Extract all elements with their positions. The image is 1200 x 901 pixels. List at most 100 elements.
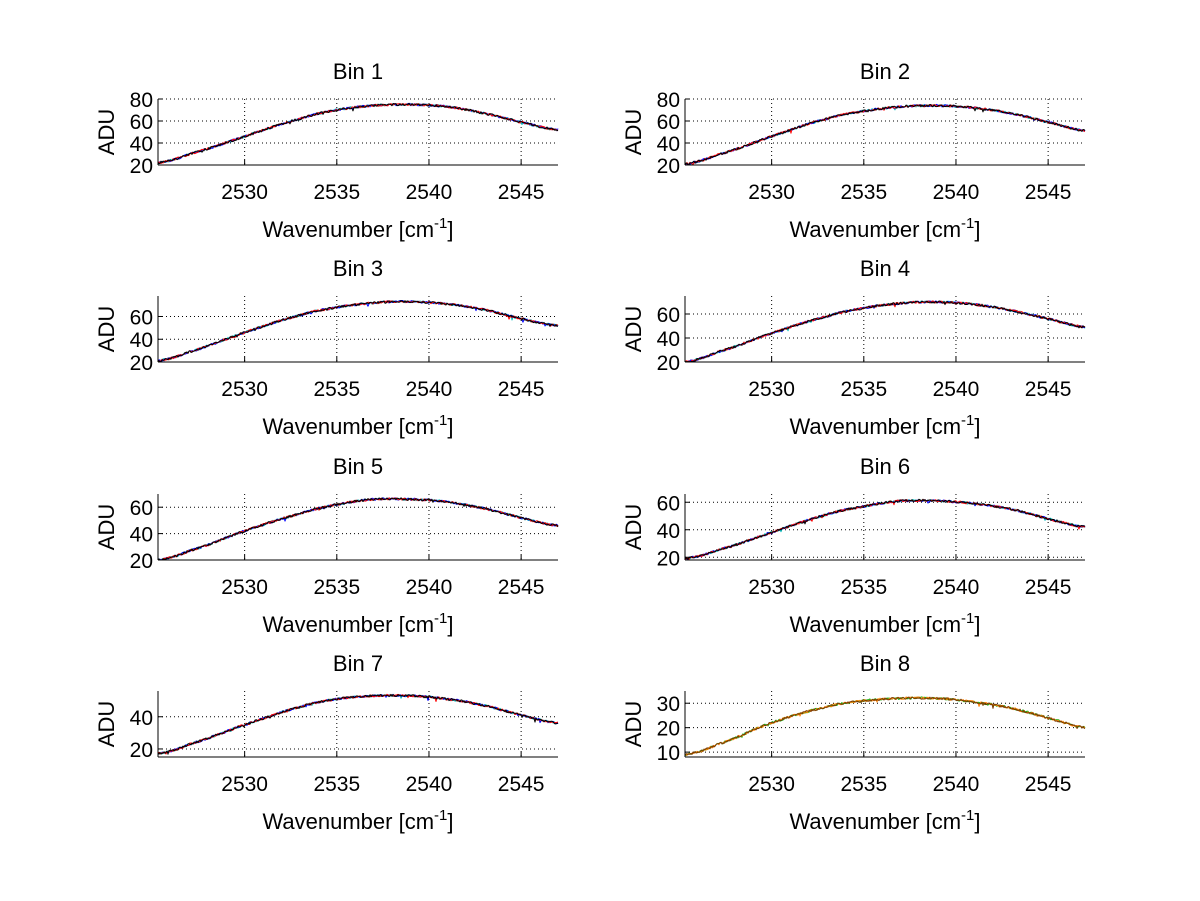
x-tick-label: 2535 [840, 773, 887, 796]
x-tick-label: 2545 [1025, 181, 1072, 204]
panel-title: Bin 1 [333, 59, 383, 84]
y-axis-label: ADU [94, 504, 119, 550]
series-trace [157, 693, 559, 755]
series-trace [684, 103, 1086, 166]
x-tick-label: 2535 [840, 576, 887, 599]
x-tick-label: 2545 [1025, 576, 1072, 599]
x-tick-label: 2535 [313, 773, 360, 796]
x-tick-label: 2530 [221, 378, 268, 401]
series-trace [157, 300, 559, 363]
y-tick-label: 60 [130, 111, 153, 134]
series-trace [157, 693, 559, 755]
y-tick-label: 40 [130, 329, 153, 352]
series-trace [684, 104, 1086, 166]
series-trace [684, 696, 1086, 756]
x-tick-label: 2535 [840, 378, 887, 401]
y-tick-label: 20 [130, 550, 153, 573]
y-tick-label: 40 [130, 524, 153, 547]
y-tick-label: 40 [130, 133, 153, 156]
x-tick-label: 2530 [748, 181, 795, 204]
y-tick-label: 40 [130, 707, 153, 730]
panel-bin-6: 2530 2535 2540 2545 20 40 60 Bin 6 Wavenumber [c… [621, 454, 1086, 637]
panel-title: Bin 7 [333, 651, 383, 676]
series-trace [684, 300, 1086, 363]
y-tick-label: 30 [657, 693, 680, 716]
x-tick-label: 2540 [933, 378, 980, 401]
series-trace [684, 696, 1086, 756]
y-tick-label: 20 [657, 547, 680, 570]
x-tick-label: 2535 [313, 181, 360, 204]
x-tick-label: 2530 [748, 576, 795, 599]
series-trace [157, 102, 558, 165]
x-tick-label: 2540 [406, 181, 453, 204]
y-tick-label: 60 [130, 306, 153, 329]
x-axis-label: Wavenumber [cm-1] [789, 412, 980, 439]
panel-title: Bin 2 [860, 59, 910, 84]
x-axis-label: Wavenumber [cm-1] [262, 807, 453, 834]
x-axis-label: Wavenumber [cm-1] [789, 807, 980, 834]
series-trace [684, 300, 1086, 363]
series-trace [684, 498, 1086, 560]
x-tick-label: 2545 [1025, 378, 1072, 401]
panel-bin-5: 2530 2535 2540 2545 20 40 60 Bin 5 Wavenumber [c… [94, 454, 559, 637]
x-axis-label: Wavenumber [cm-1] [262, 610, 453, 637]
series-trace [157, 102, 559, 165]
panel-title: Bin 6 [860, 454, 910, 479]
y-tick-label: 20 [130, 352, 153, 375]
y-tick-label: 60 [657, 492, 680, 515]
y-tick-label: 20 [130, 155, 153, 178]
x-axis-label: Wavenumber [cm-1] [789, 215, 980, 242]
x-tick-label: 2545 [498, 181, 545, 204]
y-tick-label: 40 [657, 520, 680, 543]
series-trace [157, 694, 559, 755]
y-axis-label: ADU [94, 306, 119, 352]
x-tick-label: 2540 [406, 378, 453, 401]
x-tick-label: 2530 [748, 378, 795, 401]
x-tick-label: 2530 [221, 576, 268, 599]
series-trace [157, 497, 559, 561]
panel-title: Bin 5 [333, 454, 383, 479]
panel-title: Bin 4 [860, 256, 910, 281]
y-tick-label: 20 [657, 352, 680, 375]
x-axis-label: Wavenumber [cm-1] [262, 412, 453, 439]
x-tick-label: 2545 [498, 576, 545, 599]
series-trace [157, 300, 559, 362]
x-tick-label: 2535 [313, 576, 360, 599]
panel-title: Bin 8 [860, 651, 910, 676]
x-tick-label: 2545 [498, 773, 545, 796]
y-axis-label: ADU [621, 504, 646, 550]
panel-bin-7: 2530 2535 2540 2545 20 40 Bin 7 Wavenumber [cm-… [94, 651, 559, 834]
x-tick-label: 2540 [933, 576, 980, 599]
y-tick-label: 20 [130, 739, 153, 762]
series-trace [684, 300, 1086, 363]
y-tick-label: 20 [657, 718, 680, 741]
y-tick-label: 80 [657, 89, 680, 112]
y-axis-label: ADU [94, 109, 119, 155]
x-tick-label: 2530 [221, 181, 268, 204]
panel-title: Bin 3 [333, 256, 383, 281]
x-tick-label: 2535 [313, 378, 360, 401]
series-trace [157, 693, 559, 755]
y-axis-label: ADU [621, 109, 646, 155]
x-axis-label: Wavenumber [cm-1] [262, 215, 453, 242]
y-tick-label: 60 [657, 111, 680, 134]
series-trace [157, 300, 559, 362]
series-trace [157, 102, 559, 164]
x-tick-label: 2535 [840, 181, 887, 204]
y-tick-label: 10 [657, 742, 680, 765]
y-tick-label: 80 [130, 89, 153, 112]
y-axis-label: ADU [621, 701, 646, 747]
y-tick-label: 40 [657, 133, 680, 156]
series-trace [157, 103, 559, 164]
series-trace [684, 696, 1086, 756]
x-tick-label: 2540 [406, 773, 453, 796]
x-axis-label: Wavenumber [cm-1] [789, 610, 980, 637]
series-trace [684, 104, 1086, 166]
series-trace [684, 300, 1086, 363]
